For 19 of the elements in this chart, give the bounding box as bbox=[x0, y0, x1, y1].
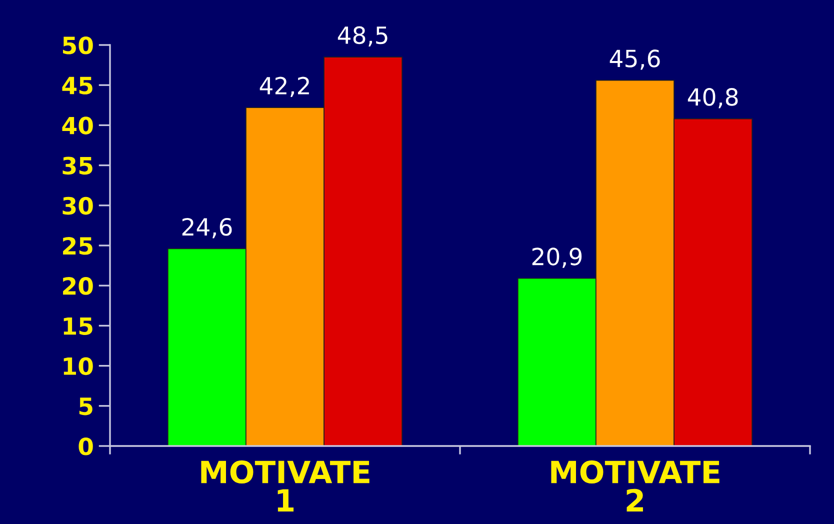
data-label: 42,2 bbox=[260, 76, 309, 98]
y-tick-label: 50 bbox=[62, 36, 93, 54]
data-label: 48,5 bbox=[338, 26, 388, 47]
data-label: 45,6 bbox=[610, 50, 660, 70]
y-tick-label: 45 bbox=[62, 76, 92, 94]
x-tick-label: MOTIVATE 2 bbox=[551, 460, 720, 512]
data-label: 40,8 bbox=[688, 88, 738, 108]
y-tick-label: 15 bbox=[64, 317, 92, 336]
y-tick-label: 0 bbox=[78, 437, 93, 456]
y-tick-label: 20 bbox=[63, 277, 93, 295]
y-tick-label: 5 bbox=[79, 398, 92, 416]
x-tick-label: MOTIVATE 1 bbox=[201, 460, 370, 512]
data-label: 24,6 bbox=[182, 218, 232, 238]
y-tick-label: 35 bbox=[62, 156, 92, 175]
y-tick-label: 25 bbox=[63, 236, 92, 255]
y-tick-label: 40 bbox=[62, 116, 93, 135]
y-tick-label: 30 bbox=[62, 196, 93, 215]
data-label: 20,9 bbox=[532, 248, 582, 268]
y-tick-label: 10 bbox=[64, 357, 93, 376]
